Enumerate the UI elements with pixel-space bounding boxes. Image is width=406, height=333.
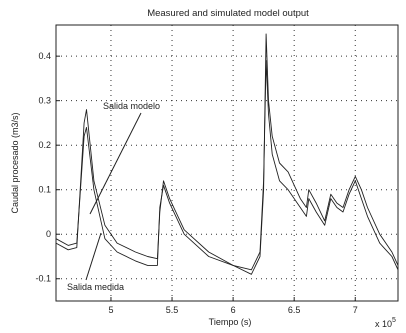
x-tick-label: 6.5 [288, 305, 301, 315]
series-group [55, 33, 399, 275]
x-tick-label: 6 [231, 305, 236, 315]
x-tick-label: 5 [108, 305, 113, 315]
annotation-medida: Salida medida [67, 232, 124, 292]
series-salida-medida [55, 33, 399, 275]
annotation-modelo-pointer [89, 112, 142, 215]
y-tick-label: 0.4 [38, 51, 51, 61]
annotation-modelo-label: Salida modelo [103, 101, 160, 111]
y-axis-label: Caudal procesado (m3/s) [10, 112, 20, 213]
axis-ticks: 5 5.5 6 6.5 7 -0.1 0 0.1 0.2 0.3 0.4 [35, 51, 357, 315]
x-tick-label: 7 [353, 305, 358, 315]
plot-frame [55, 24, 399, 302]
x-tick-label: 5.5 [166, 305, 179, 315]
grid [56, 25, 398, 301]
y-tick-label: 0.3 [38, 96, 51, 106]
annotation-medida-label: Salida medida [67, 282, 124, 292]
x-axis-multiplier: x 105 [375, 317, 396, 329]
series-salida-modelo [55, 60, 399, 271]
annotation-modelo: Salida modelo [89, 101, 160, 215]
x-axis-label: Tiempo (s) [209, 317, 252, 327]
y-tick-label: -0.1 [35, 274, 51, 284]
chart-title: Measured and simulated model output [147, 8, 309, 19]
annotation-medida-pointer [85, 232, 102, 281]
y-tick-label: 0 [46, 229, 51, 239]
y-tick-label: 0.2 [38, 140, 51, 150]
y-tick-label: 0.1 [38, 185, 51, 195]
